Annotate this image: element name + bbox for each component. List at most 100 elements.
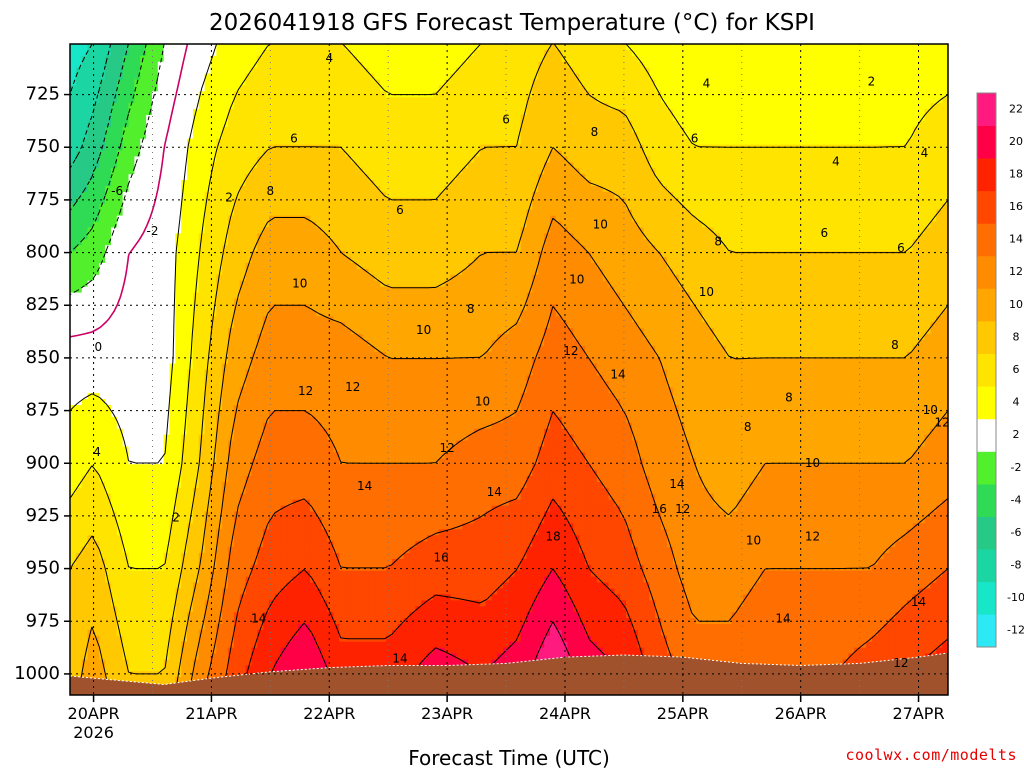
- field-cell: [192, 422, 200, 430]
- field-cell: [128, 552, 135, 560]
- field-cell: [70, 629, 77, 637]
- field-cell: [70, 73, 77, 81]
- field-cell: [81, 369, 89, 377]
- field-cell: [70, 564, 77, 572]
- field-cell: [210, 150, 217, 158]
- field-cell: [257, 245, 264, 252]
- field-cell: [251, 452, 258, 459]
- field-cell: [175, 109, 182, 116]
- field-cell: [333, 85, 340, 92]
- field-cell: [216, 186, 223, 193]
- field-cell: [257, 588, 264, 595]
- field-cell: [274, 79, 282, 87]
- field-cell: [110, 576, 118, 584]
- field-cell: [321, 446, 329, 453]
- field-cell: [298, 126, 305, 134]
- field-cell: [216, 44, 223, 51]
- field-cell: [309, 493, 317, 501]
- field-cell: [140, 328, 147, 335]
- field-cell: [157, 505, 165, 513]
- field-cell: [157, 476, 165, 483]
- field-cell: [210, 505, 217, 513]
- field-cell: [304, 606, 311, 613]
- field-cell: [128, 547, 135, 554]
- field-cell: [99, 339, 106, 347]
- field-cell: [128, 405, 135, 412]
- field-cell: [181, 576, 188, 584]
- field-cell: [309, 458, 317, 465]
- field-cell: [81, 535, 89, 542]
- field-cell: [251, 168, 258, 175]
- field-cell: [304, 464, 311, 471]
- field-cell: [75, 635, 83, 643]
- field-cell: [146, 606, 153, 613]
- field-cell: [333, 286, 340, 294]
- field-cell: [163, 570, 171, 578]
- field-cell: [93, 629, 100, 637]
- field-cell: [134, 280, 141, 288]
- field-cell: [298, 452, 305, 459]
- field-cell: [146, 464, 153, 471]
- field-cell: [280, 132, 288, 140]
- field-cell: [105, 239, 112, 246]
- field-cell: [222, 115, 229, 122]
- field-cell: [93, 109, 100, 116]
- field-cell: [292, 393, 299, 400]
- field-cell: [309, 203, 317, 211]
- field-cell: [116, 328, 124, 335]
- field-cell: [239, 239, 247, 246]
- field-cell: [192, 333, 200, 341]
- field-cell: [146, 576, 153, 584]
- field-cell: [274, 91, 282, 98]
- field-cell: [187, 529, 194, 536]
- field-cell: [146, 339, 153, 347]
- field-cell: [309, 286, 317, 294]
- field-cell: [99, 132, 106, 140]
- field-cell: [116, 138, 124, 146]
- field-cell: [210, 535, 217, 542]
- field-cell: [269, 529, 276, 536]
- field-cell: [327, 647, 334, 655]
- field-cell: [140, 541, 147, 548]
- field-cell: [327, 274, 334, 282]
- field-cell: [134, 487, 141, 495]
- field-cell: [175, 588, 182, 595]
- field-cell: [110, 659, 118, 667]
- field-cell: [116, 582, 124, 590]
- field-cell: [257, 120, 264, 128]
- field-cell: [110, 535, 118, 542]
- field-cell: [134, 180, 141, 187]
- field-cell: [187, 375, 194, 382]
- field-cell: [75, 588, 83, 595]
- field-cell: [146, 197, 153, 205]
- field-cell: [87, 558, 95, 566]
- field-cell: [146, 357, 153, 365]
- field-cell: [192, 61, 200, 69]
- field-cell: [169, 333, 176, 341]
- field-cell: [105, 286, 112, 294]
- field-cell: [222, 381, 229, 388]
- field-cell: [304, 481, 311, 489]
- field-cell: [233, 262, 241, 270]
- field-cell: [198, 594, 206, 601]
- field-cell: [175, 280, 182, 288]
- field-cell: [81, 410, 89, 418]
- field-cell: [105, 476, 112, 483]
- field-cell: [175, 215, 182, 223]
- field-cell: [286, 345, 294, 353]
- field-cell: [222, 653, 229, 661]
- field-cell: [228, 511, 235, 519]
- field-cell: [169, 653, 176, 661]
- field-cell: [309, 221, 317, 229]
- field-cell: [187, 393, 194, 400]
- field-cell: [116, 440, 124, 448]
- field-cell: [134, 245, 141, 252]
- field-cell: [187, 109, 194, 116]
- field-cell: [151, 493, 159, 501]
- field-cell: [204, 162, 212, 169]
- field-cell: [105, 606, 112, 613]
- field-cell: [128, 387, 135, 394]
- field-cell: [134, 629, 141, 637]
- field-cell: [315, 558, 323, 566]
- field-cell: [333, 191, 340, 199]
